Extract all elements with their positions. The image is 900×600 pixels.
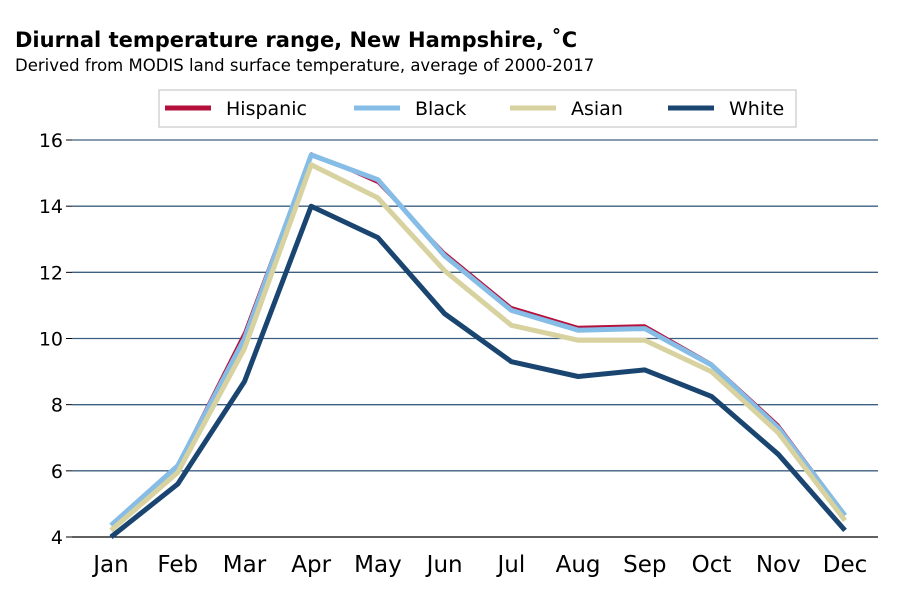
- x-tick-label: Oct: [692, 552, 732, 578]
- y-tick-label: 10: [39, 329, 63, 351]
- legend-label-white: White: [729, 98, 784, 120]
- legend-label-asian: Asian: [571, 98, 623, 120]
- x-tick-label: Sep: [623, 552, 666, 578]
- x-tick-label: Aug: [556, 552, 601, 578]
- x-tick-label: Dec: [823, 552, 868, 578]
- x-tick-label: May: [354, 552, 402, 578]
- axes: 4 6 8 10 12 14 16 Jan Feb Mar Apr May Jun Jul Aug Sep Oc…: [39, 130, 878, 578]
- series-line-white: [109, 203, 847, 539]
- y-tick-label: 12: [39, 262, 63, 284]
- x-tick-label: Jun: [425, 552, 463, 578]
- legend-label-hispanic: Hispanic: [226, 98, 307, 120]
- series-line-black: [109, 152, 847, 528]
- y-tick-label: 14: [39, 196, 63, 218]
- x-tick-label: Apr: [291, 552, 331, 578]
- chart-title: Diurnal temperature range, New Hampshire…: [15, 28, 578, 52]
- series-lines: [109, 152, 847, 539]
- y-tick-label: 4: [51, 527, 63, 549]
- y-tick-label: 16: [39, 130, 63, 152]
- y-tick-label: 8: [51, 395, 63, 417]
- gridlines: [72, 139, 878, 472]
- x-tick-label: Jul: [495, 552, 525, 578]
- chart-subtitle: Derived from MODIS land surface temperat…: [15, 56, 595, 75]
- legend-label-black: Black: [415, 98, 466, 120]
- x-tick-label: Jan: [91, 552, 128, 578]
- series-line-asian: [109, 162, 847, 533]
- x-tick-label: Feb: [157, 552, 198, 578]
- x-tick-label: Mar: [223, 552, 267, 578]
- legend: Hispanic Black Asian White: [158, 89, 797, 128]
- y-tick-label: 6: [51, 461, 63, 483]
- x-tick-label: Nov: [756, 552, 801, 578]
